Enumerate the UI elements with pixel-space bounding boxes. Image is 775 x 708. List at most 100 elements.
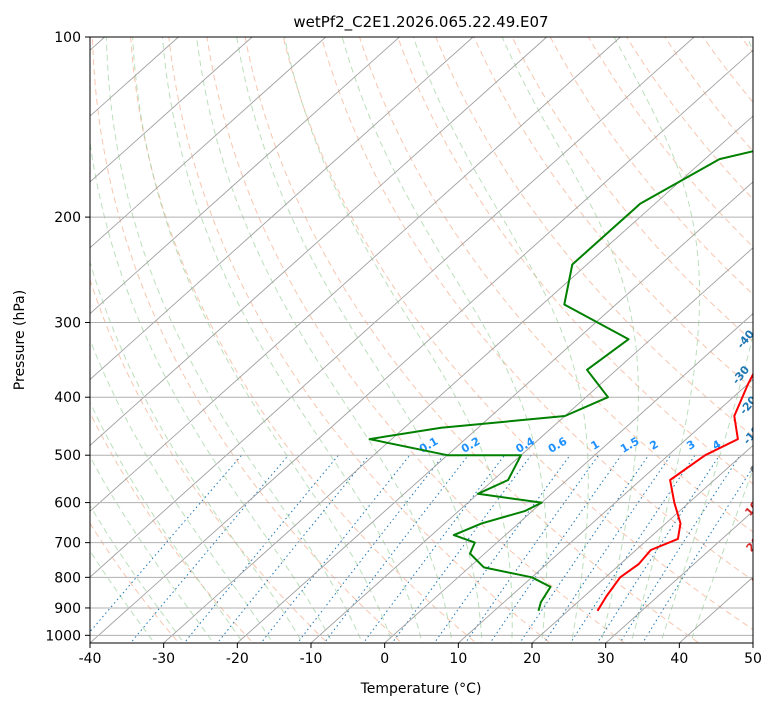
x-tick-label: -30 (152, 651, 175, 667)
wetbulb-label: 20 (744, 534, 764, 554)
mixing-ratio-line (543, 454, 672, 643)
dry-adiabat (511, 37, 753, 343)
y-tick-label: 700 (54, 536, 81, 552)
dry-adiabat (90, 411, 254, 643)
y-tick-label: 200 (54, 210, 81, 226)
isotherm (90, 37, 548, 446)
mixing-ratio-label: 0.2 (459, 435, 482, 456)
mixing-ratio-line (323, 454, 469, 643)
wetbulb-label: 30 (749, 567, 769, 587)
x-tick-label: 50 (744, 651, 762, 667)
x-tick-label: 30 (597, 651, 615, 667)
dry-adiabat (206, 37, 626, 643)
moist-adiabat (90, 338, 274, 643)
moist-adiabat (501, 37, 639, 643)
isotherm (90, 37, 400, 315)
isotherm (90, 49, 753, 643)
isotherm (237, 181, 753, 643)
mixing-ratio-line (569, 454, 696, 643)
moist-adiabat (613, 37, 701, 643)
dry-adiabat (549, 37, 753, 295)
moist-adiabat (90, 504, 185, 643)
isotherm (752, 642, 753, 643)
moist-adiabat (412, 37, 589, 643)
dry-adiabat (397, 37, 753, 485)
dry-adiabat (282, 37, 753, 631)
dry-adiabat (168, 37, 552, 643)
mixing-ratio-label: 0.6 (546, 435, 570, 456)
isotherm (458, 378, 753, 643)
moist-adiabat (90, 455, 215, 643)
moist-adiabat (105, 37, 363, 643)
mixing-ratio-line (362, 454, 505, 643)
wetbulb-label: -60 (771, 237, 775, 261)
moist-adiabat (90, 401, 244, 643)
moist-adiabat (284, 37, 513, 643)
moist-adiabat (689, 468, 753, 643)
x-tick-label: 0 (380, 651, 389, 667)
background-lines (90, 37, 753, 643)
y-tick-label: 900 (54, 601, 81, 617)
isotherm (605, 510, 753, 643)
moist-adiabat (132, 37, 393, 643)
mixing-ratio-line (129, 454, 289, 643)
moist-adiabat (660, 37, 753, 643)
wetbulb-label: 10 (742, 498, 762, 518)
sounding-series (368, 150, 753, 612)
isotherm (310, 247, 753, 643)
isotherm (90, 37, 474, 381)
isotherm (531, 444, 753, 643)
mixing-ratio-line (216, 454, 370, 643)
y-axis-label: Pressure (hPa) (12, 290, 28, 390)
mixing-ratio-line (391, 454, 532, 643)
dry-adiabat (359, 37, 753, 533)
dry-adiabat (588, 37, 753, 248)
wetbulb-label: -50 (749, 285, 772, 309)
isotherm (679, 576, 753, 643)
isotherm (384, 313, 753, 643)
isotherm (90, 37, 695, 578)
wetbulb-label: -40 (734, 327, 757, 351)
x-tick-label: -40 (79, 651, 102, 667)
x-tick-label: -10 (300, 651, 323, 667)
y-tick-label: 400 (54, 390, 81, 406)
dry-adiabat (90, 278, 329, 643)
moist-adiabat (341, 37, 548, 643)
isotherm (163, 115, 753, 643)
moist-adiabat (161, 37, 423, 643)
x-tick-label: -20 (226, 651, 249, 667)
wetbulb-label: 40 (755, 598, 775, 618)
mixing-ratio-line (619, 454, 741, 643)
mixing-ratio-line (642, 466, 753, 643)
mixing-ratio-label: 3 (684, 438, 697, 453)
y-axis: 100 200 300 400 500 600 700 800 900 1000 (45, 30, 90, 644)
dry-adiabat (91, 37, 403, 643)
mixing-ratio-label: 1.5 (618, 435, 641, 456)
dry-adiabat (664, 37, 753, 152)
temperature-profile (596, 372, 753, 612)
wetbulb-label: 0 (747, 462, 762, 476)
x-tick-label: 20 (523, 651, 541, 667)
moist-adiabat (90, 138, 333, 643)
mixing-ratio-line (90, 454, 242, 633)
isotherm (90, 37, 327, 249)
mixing-ratio-line (464, 454, 600, 643)
mixing-ratio-line (260, 454, 411, 643)
chart-title: wetPf2_C2E1.2026.065.22.49.E07 (293, 13, 548, 32)
mixing-ratio-label: 2 (648, 438, 661, 453)
y-tick-label: 500 (54, 448, 81, 464)
y-tick-label: 300 (54, 315, 81, 331)
mixing-ratio-line (433, 454, 571, 643)
y-tick-label: 600 (54, 496, 81, 512)
y-tick-label: 1000 (45, 628, 81, 644)
moist-adiabat (196, 37, 453, 643)
x-axis-label: Temperature (°C) (360, 681, 482, 697)
mixing-ratio-line (596, 454, 721, 643)
mixing-ratio-line (183, 454, 339, 643)
isotherm (90, 37, 253, 183)
plot-frame (89, 36, 754, 644)
y-tick-label: 800 (54, 570, 81, 586)
mixing-ratio-line (296, 454, 444, 643)
mixing-ratio-line (519, 454, 650, 643)
